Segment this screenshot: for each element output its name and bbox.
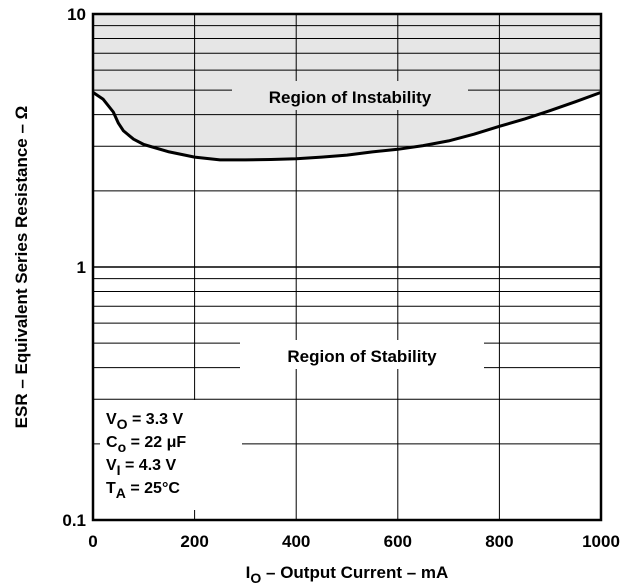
condition-line: Co = 22 μF bbox=[106, 434, 186, 455]
condition-line: TA = 25°C bbox=[106, 480, 180, 501]
condition-line: VO = 3.3 V bbox=[106, 411, 183, 432]
x-tick-label: 1000 bbox=[582, 532, 620, 551]
x-axis-title-main: I bbox=[246, 563, 251, 582]
region-stability-label: Region of Stability bbox=[287, 347, 437, 366]
y-axis-title: ESR – Equivalent Series Resistance – Ω bbox=[12, 106, 31, 429]
x-tick-label: 800 bbox=[485, 532, 513, 551]
condition-line: VI = 4.3 V bbox=[106, 457, 176, 478]
y-tick-label: 1 bbox=[77, 258, 86, 277]
conditions-bg bbox=[100, 400, 242, 510]
instability-label-bg bbox=[232, 81, 468, 110]
x-tick-label: 200 bbox=[180, 532, 208, 551]
x-axis-title-sub: O bbox=[250, 570, 261, 586]
x-axis-title: IO – Output Current – mA bbox=[246, 563, 449, 586]
x-tick-label: 0 bbox=[88, 532, 97, 551]
plot-frame bbox=[91, 12, 603, 522]
y-tick-label: 10 bbox=[67, 5, 86, 24]
x-tick-label: 600 bbox=[384, 532, 412, 551]
esr-boundary-curve bbox=[92, 90, 602, 162]
region-instability-label: Region of Instability bbox=[269, 88, 432, 107]
stability-label-bg bbox=[240, 340, 484, 369]
x-axis-title-rest: – Output Current – mA bbox=[261, 563, 448, 582]
x-tick-label: 400 bbox=[282, 532, 310, 551]
y-tick-label: 0.1 bbox=[62, 511, 86, 530]
